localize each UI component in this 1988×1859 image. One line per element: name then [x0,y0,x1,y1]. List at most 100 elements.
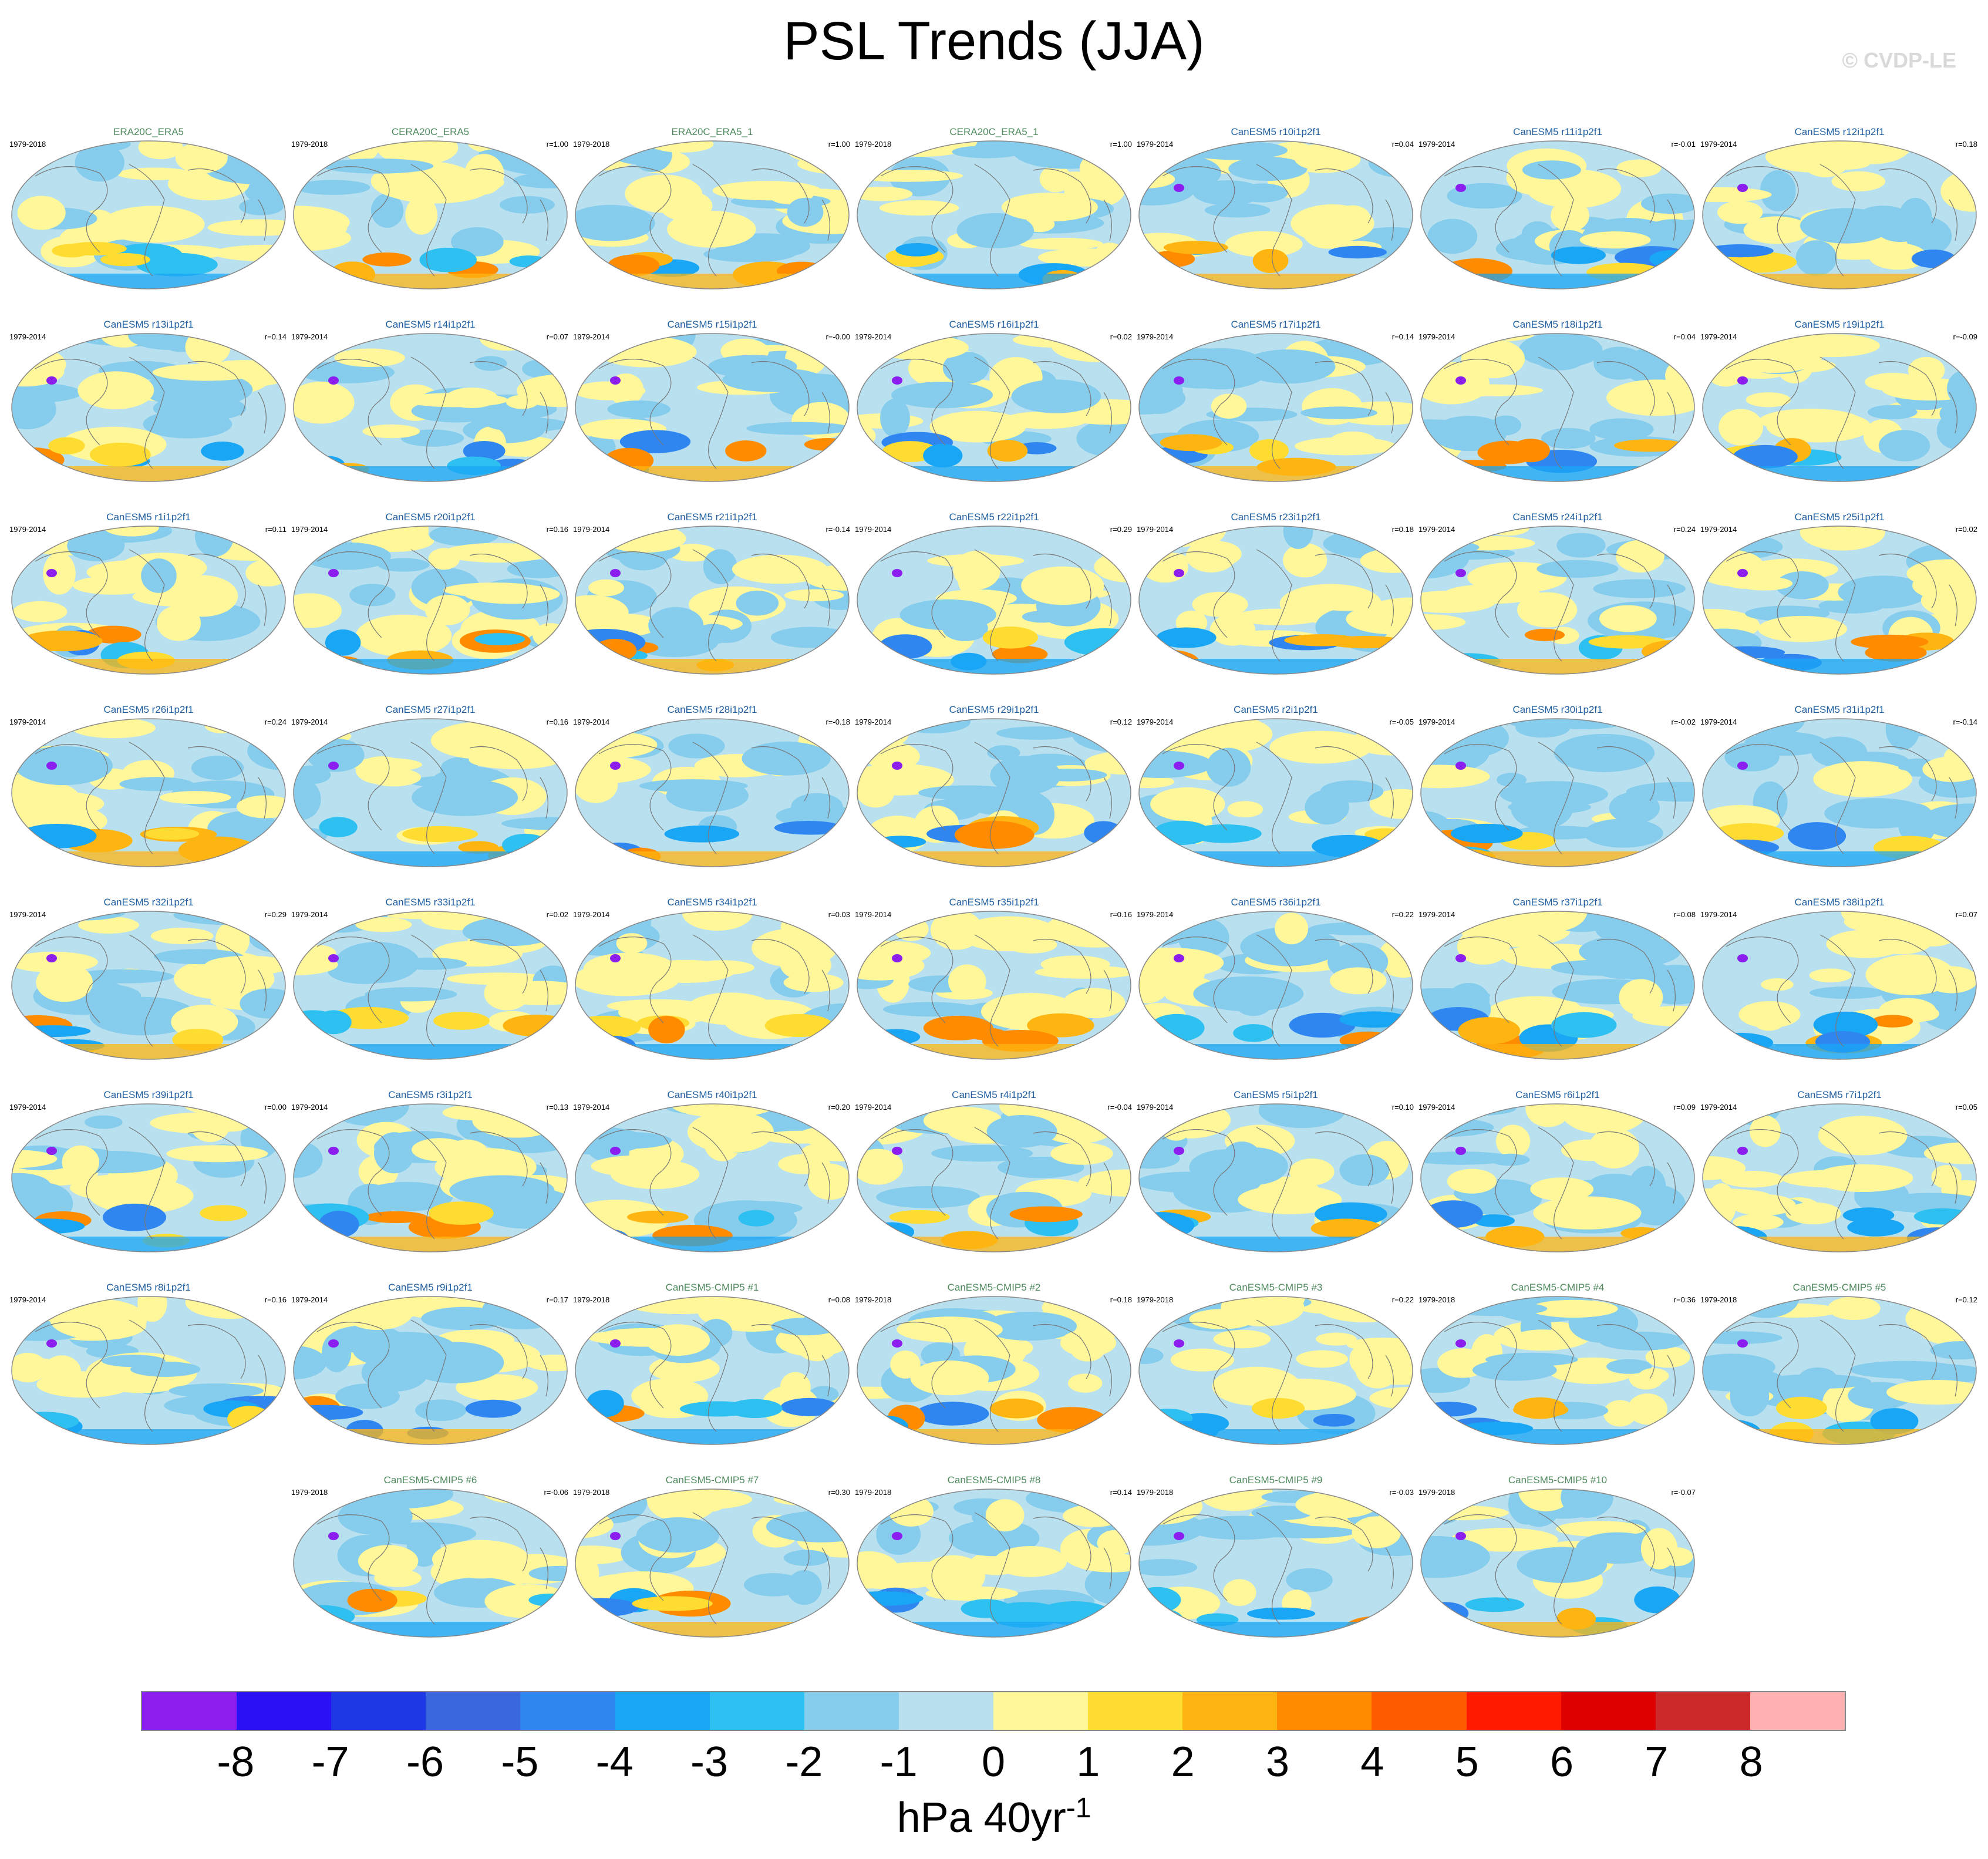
coastline [35,1319,267,1432]
panel-title: CanESM5 r20i1p2f1 [385,511,475,523]
trend-blob [736,590,779,616]
trend-blob [942,351,989,385]
polar-band [12,1429,285,1444]
trend-blob [679,1401,757,1417]
panel-period: 1979-2014 [1418,718,1455,726]
map-border [575,718,850,867]
panel-correlation: r=1.00 [1110,140,1132,149]
coastline [880,1319,1112,1432]
panel-period: 1979-2018 [1700,1295,1737,1304]
trend-blob [453,730,555,755]
panel-period: 1979-2014 [573,332,609,341]
trend-blob [1551,1012,1617,1038]
colorbar-tick-label: 4 [1360,1739,1384,1786]
colorbar-units: hPa 40yr-1 [0,1792,1988,1842]
trend-blob [1908,356,1945,384]
trend-blob [1541,427,1596,449]
trend-blob [1749,1115,1781,1147]
trend-blob [136,252,218,277]
panel-correlation: r=0.05 [1956,1103,1977,1112]
polar-band [294,1622,567,1637]
map-border [293,526,568,675]
trend-blob [1753,1010,1785,1031]
trend-blob [365,1211,427,1224]
trend-blob [899,599,996,631]
panel-title: CanESM5 r15i1p2f1 [667,319,757,330]
trend-blob [12,389,56,430]
panel-correlation: r=-0.01 [1671,140,1696,149]
trend-blob [1788,822,1847,850]
trend-blob [429,526,499,546]
map-panel: CanESM5 r39i1p2f1 1979-2014 r=0.00 [9,1089,287,1252]
trend-blob [953,550,1001,590]
trend-blob [766,1511,849,1543]
trend-blob [1737,184,1748,192]
coastline [1444,742,1676,854]
trend-blob [1424,1200,1483,1228]
coastline [1444,934,1676,1047]
colorbar-box-10 [1088,1692,1183,1730]
panel-period: 1979-2014 [1137,140,1173,149]
panel-title: CanESM5 r2i1p2f1 [1234,704,1318,715]
panel-correlation: r=-0.14 [1953,718,1977,726]
map-panel: CanESM5-CMIP5 #3 1979-2018 r=0.22 [1137,1282,1414,1445]
trend-blob [895,243,939,257]
trend-blob [1149,1013,1205,1042]
trend-blob [682,911,753,931]
map-panel: CanESM5 r32i1p2f1 1979-2014 r=0.29 [9,897,287,1060]
trend-blob [1450,823,1523,844]
trend-blob [1178,918,1229,958]
trend-blob [857,1591,924,1606]
coastline [880,1512,1112,1625]
trend-blob [1443,584,1541,604]
trend-blob [1495,1124,1531,1158]
trend-blob [100,253,150,267]
panel-period: 1979-2014 [1418,910,1455,919]
coastline [316,1512,548,1625]
colorbar-box-7 [804,1692,899,1730]
panel-title: CanESM5 r19i1p2f1 [1794,319,1884,330]
trend-blob [1150,787,1225,821]
trend-blob [517,374,567,408]
trend-blob [1813,761,1912,797]
trend-blob [1316,1332,1357,1346]
polar-band [1139,274,1413,289]
map-panel: CanESM5-CMIP5 #6 1979-2018 r=-0.06 [291,1474,568,1638]
trend-blob [362,424,420,439]
panel-correlation: r=0.10 [1392,1103,1414,1112]
panel-correlation: r=-0.09 [1953,332,1977,341]
trend-blob [62,1145,100,1179]
trend-blob [1163,241,1228,254]
panel-correlation: r=-0.14 [825,525,850,534]
trend-blob [1593,579,1686,598]
polar-band [1703,1237,1976,1252]
trend-blob [1517,1547,1608,1583]
trend-blob [949,1520,1040,1557]
trend-blob [78,371,154,409]
trend-blob [1525,1104,1571,1127]
trend-blob [1369,149,1413,178]
panel-period: 1979-2018 [291,1488,328,1497]
trend-blob [1737,1339,1748,1348]
coastline [316,934,548,1047]
trend-blob [449,1175,555,1206]
panel-title: CanESM5 r11i1p2f1 [1513,126,1602,137]
trend-blob [1001,193,1098,222]
map-panel: CanESM5 r24i1p2f1 1979-2014 r=0.24 [1418,511,1696,675]
trend-blob [1885,719,1920,750]
map-panel: CanESM5 r4i1p2f1 1979-2014 r=-0.04 [855,1089,1132,1252]
coastline [598,1319,830,1432]
panel-title: CanESM5 r24i1p2f1 [1512,511,1602,523]
trend-blob [1654,719,1694,745]
trend-blob [1874,210,1926,243]
trend-blob [1760,170,1796,211]
trend-blob [868,1222,915,1242]
trend-blob [610,1339,621,1348]
trend-blob [1174,1339,1184,1348]
trend-blob [610,954,621,962]
panel-period: 1979-2018 [855,1295,891,1304]
colorbar-tick-label: 3 [1265,1739,1290,1786]
trend-blob [12,1218,85,1234]
trend-blob [1431,846,1495,867]
trend-blob [610,1532,621,1540]
